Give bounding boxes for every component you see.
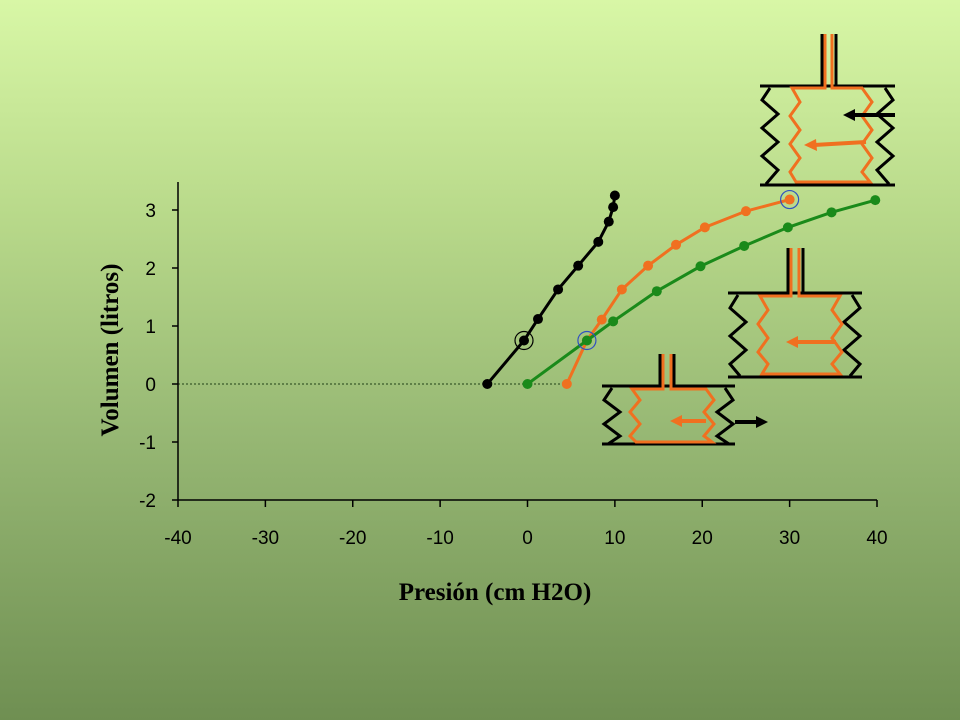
y-tick-label: 1	[145, 317, 156, 338]
data-point	[695, 261, 706, 272]
series-layer	[482, 189, 881, 389]
data-point	[608, 316, 619, 327]
y-axis-title: Volumen (litros)	[97, 264, 124, 437]
data-point	[671, 239, 682, 250]
series-2	[522, 195, 881, 389]
data-point	[596, 314, 607, 325]
data-point	[561, 379, 572, 389]
x-tick-label: 0	[522, 528, 533, 549]
data-point	[870, 195, 881, 206]
data-point	[593, 236, 604, 247]
x-tick-label: 10	[604, 528, 625, 549]
lung-chest-diagram-icon	[601, 354, 768, 446]
data-point	[782, 222, 793, 233]
x-tick-label: 40	[866, 528, 887, 549]
highlight-circle	[577, 330, 597, 351]
x-tick-label: -30	[252, 528, 279, 549]
data-point	[573, 260, 584, 271]
data-point	[603, 216, 614, 227]
data-point	[784, 194, 795, 205]
data-point	[740, 206, 751, 217]
data-point	[826, 207, 837, 218]
data-point	[699, 222, 710, 233]
highlight-circle	[780, 189, 800, 210]
y-tick-label: -2	[139, 491, 156, 512]
x-tick-label: -20	[339, 528, 366, 549]
data-point	[609, 190, 620, 201]
y-tick-label: 0	[145, 375, 156, 396]
data-point	[532, 314, 543, 325]
data-point	[581, 335, 592, 346]
data-point	[608, 202, 619, 213]
x-tick-label: -40	[164, 528, 191, 549]
x-axis-title: Presión (cm H2O)	[399, 579, 592, 606]
highlight-circle	[514, 330, 534, 351]
data-point	[482, 379, 493, 389]
y-tick-label: 2	[145, 259, 156, 280]
x-tick-label: -10	[426, 528, 453, 549]
y-tick-label: 3	[145, 201, 156, 222]
series-0	[482, 190, 620, 389]
data-point	[651, 286, 662, 297]
lung-chest-diagram-icon	[727, 248, 863, 379]
x-tick-label: 30	[779, 528, 800, 549]
y-tick-label: -1	[139, 433, 156, 454]
lung-chest-diagram-icon	[759, 34, 896, 187]
series-line	[486, 195, 617, 385]
data-point	[522, 379, 533, 389]
data-point	[519, 335, 530, 346]
data-point	[643, 260, 654, 271]
data-point	[553, 284, 564, 295]
data-point	[616, 284, 627, 295]
data-point	[739, 240, 750, 251]
lung-diagrams	[601, 34, 896, 446]
x-tick-label: 20	[692, 528, 713, 549]
